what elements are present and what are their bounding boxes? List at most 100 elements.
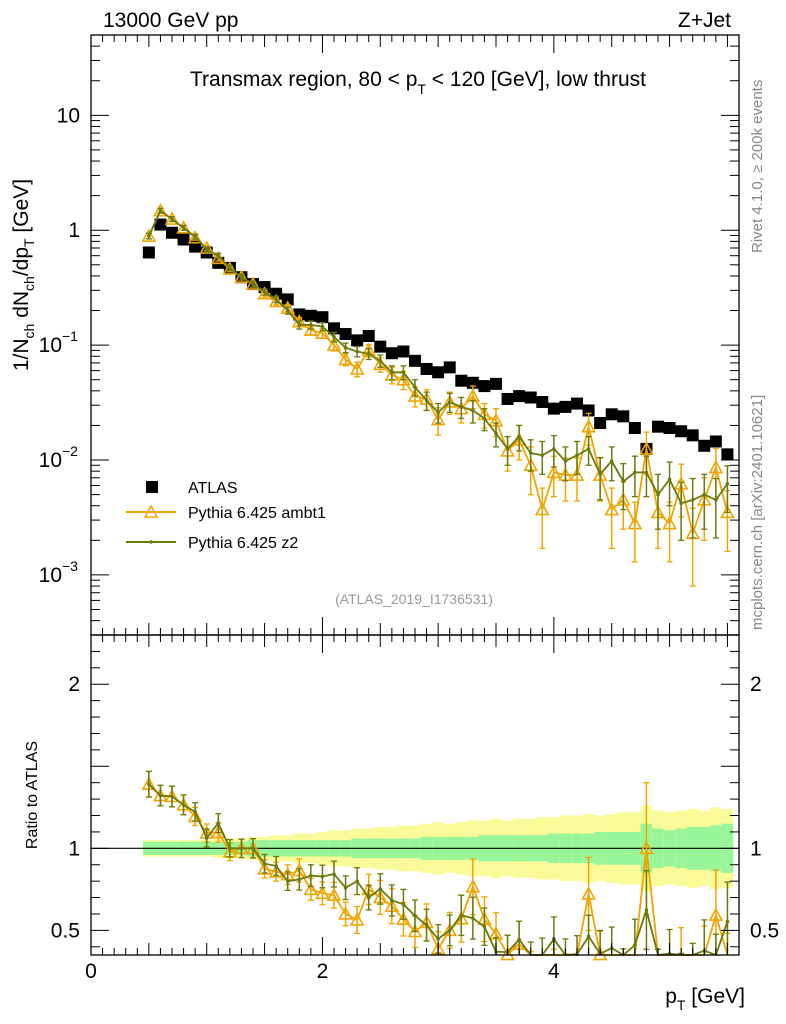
atlas-data-point [594, 416, 607, 429]
z2-point [193, 234, 197, 239]
z2-ratio-point [193, 810, 197, 814]
ambt1-ratio-point [581, 886, 596, 900]
z2-point [355, 349, 359, 354]
z2-point [228, 266, 232, 270]
ambt1-point [708, 459, 724, 474]
atlas-data-point [304, 309, 317, 322]
ambt1-point [164, 211, 180, 225]
z2-ratio-point [285, 879, 290, 883]
ambt1-point [268, 293, 284, 308]
ambt1-point [176, 220, 191, 234]
z2-point [644, 470, 649, 475]
atlas-data-point [362, 330, 375, 343]
atlas-data-point [339, 327, 352, 340]
z2-ratio-point [297, 877, 302, 882]
z2-point [656, 492, 660, 497]
ambt1-point [245, 276, 261, 290]
ambt1-point [234, 269, 249, 284]
atlas-data-point [432, 366, 445, 379]
z2-ratio-point [239, 846, 244, 851]
ambt1-ratio-point [639, 840, 654, 855]
ratio-y-tick-label: 2 [68, 673, 80, 696]
z2-point [714, 498, 718, 502]
z2-ratio-point [343, 885, 348, 890]
z2-ratio-point [262, 861, 267, 866]
legend-z2-marker [149, 540, 153, 544]
z2-ratio-point [586, 934, 591, 939]
atlas-data-point [628, 421, 641, 434]
z2-ratio-point [725, 919, 730, 924]
atlas-data-point [490, 377, 502, 390]
atlas-data-point [455, 374, 468, 387]
legend-z2-label: Pythia 6.425 z2 [188, 535, 298, 552]
atlas-data-point [663, 421, 676, 434]
y-tick-exponent: −1 [62, 328, 78, 344]
ratio-y-tick-label: 1 [68, 837, 80, 860]
z2-point [690, 498, 695, 502]
ratio-y-tick-label-right: 2 [750, 673, 762, 696]
z2-ratio-point [228, 846, 232, 851]
region-label: Transmax region, 80 < pT < 120 [GeV], lo… [190, 68, 646, 97]
atlas-data-point [374, 340, 387, 353]
z2-point [147, 234, 151, 238]
ambt1-point [430, 411, 446, 426]
z2-point [216, 253, 221, 258]
x-tick-label: 4 [548, 960, 560, 983]
z2-point [378, 359, 383, 363]
ambt1-ratio-point [592, 946, 608, 961]
ambt1-ratio-point [257, 861, 272, 875]
z2-point [702, 492, 707, 497]
side-rivet-label: Rivet 4.1.0, ≥ 200k events [749, 80, 766, 253]
z2-point [285, 308, 290, 313]
z2-point [482, 416, 487, 421]
atlas-data-point [547, 402, 560, 415]
z2-line [148, 209, 729, 505]
atlas-data-point [617, 410, 630, 423]
z2-ratio-point [274, 864, 278, 868]
ambt1-point [534, 501, 550, 516]
atlas-data-point [142, 246, 155, 259]
z2-point [586, 447, 591, 451]
ratio-uncertainty-band [91, 805, 739, 891]
z2-point [343, 345, 348, 350]
ambt1-ratio-point [326, 887, 342, 902]
z2-point [158, 208, 163, 213]
right-title: Z+Jet [678, 9, 731, 32]
atlas-data-point [328, 322, 340, 335]
ambt1-ratio-point [315, 885, 330, 900]
z2-ratio-point [332, 872, 336, 876]
z2-point [725, 482, 730, 486]
z2-point [528, 451, 533, 455]
atlas-data-point [154, 218, 167, 231]
z2-point [621, 479, 626, 484]
legend-atlas-marker [146, 481, 158, 493]
z2-ratio-point [436, 937, 440, 941]
atlas-data-point [559, 400, 572, 413]
z2-ratio-point [320, 874, 325, 879]
z2-point [390, 370, 394, 375]
ambt1-ratio-point [500, 946, 515, 961]
z2-ratio-point [378, 887, 383, 891]
z2-point [609, 459, 614, 463]
ratio-y-axis-title: Ratio to ATLAS [24, 741, 41, 849]
z2-point [459, 405, 464, 409]
ambt1-ratio-point [465, 879, 481, 893]
legend: ATLAS Pythia 6.425 ambt1 Pythia 6.425 z2 [126, 480, 326, 552]
legend-ambt1-marker [143, 504, 159, 518]
z2-ratio-point [471, 916, 475, 920]
ratio-y-tick-label-right: 1 [750, 837, 762, 860]
z2-point [239, 275, 244, 280]
atlas-data-point [652, 420, 664, 433]
z2-ratio-point [633, 943, 637, 947]
z2-point [505, 447, 510, 451]
z2-ratio-point [204, 836, 209, 840]
atlas-data-point [571, 397, 583, 410]
x-axis-title: pT [GeV] [665, 985, 745, 1013]
z2-point [679, 501, 683, 506]
z2-ratio-point [181, 803, 186, 807]
ambt1-point [153, 202, 168, 217]
z2-point [274, 297, 278, 302]
side-mcplots-label: mcplots.cern.ch [arXiv:2401.10621] [749, 395, 766, 630]
z2-point [262, 290, 267, 294]
